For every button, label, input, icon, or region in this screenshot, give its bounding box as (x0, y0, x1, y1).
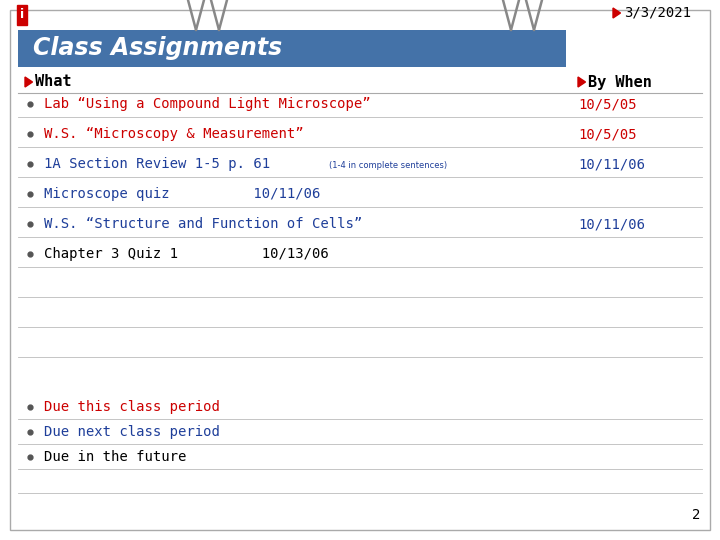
FancyBboxPatch shape (18, 30, 566, 67)
Text: 10/5/05: 10/5/05 (578, 97, 636, 111)
Text: 10/11/06: 10/11/06 (578, 217, 645, 231)
Text: Microscope quiz          10/11/06: Microscope quiz 10/11/06 (44, 187, 320, 201)
Text: Class Assignments: Class Assignments (33, 36, 282, 60)
Text: 10/11/06: 10/11/06 (578, 157, 645, 171)
Text: i: i (20, 9, 24, 22)
Text: Due in the future: Due in the future (44, 450, 186, 464)
Text: 2: 2 (692, 508, 700, 522)
FancyBboxPatch shape (10, 10, 710, 530)
Text: 3/3/2021: 3/3/2021 (624, 6, 691, 20)
Text: W.S. “Microscopy & Measurement”: W.S. “Microscopy & Measurement” (44, 127, 304, 141)
Polygon shape (25, 77, 32, 87)
Text: Due this class period: Due this class period (44, 400, 220, 414)
Text: Due next class period: Due next class period (44, 425, 220, 439)
Text: By When: By When (588, 75, 652, 90)
Text: What: What (35, 75, 71, 90)
Polygon shape (613, 8, 621, 18)
Text: (1-4 in complete sentences): (1-4 in complete sentences) (329, 160, 447, 170)
Text: 10/5/05: 10/5/05 (578, 127, 636, 141)
Text: Lab “Using a Compound Light Microscope”: Lab “Using a Compound Light Microscope” (44, 97, 371, 111)
Text: W.S. “Structure and Function of Cells”: W.S. “Structure and Function of Cells” (44, 217, 362, 231)
Polygon shape (578, 77, 585, 87)
Text: 1A Section Review 1-5 p. 61: 1A Section Review 1-5 p. 61 (44, 157, 270, 171)
Text: Chapter 3 Quiz 1          10/13/06: Chapter 3 Quiz 1 10/13/06 (44, 247, 329, 261)
